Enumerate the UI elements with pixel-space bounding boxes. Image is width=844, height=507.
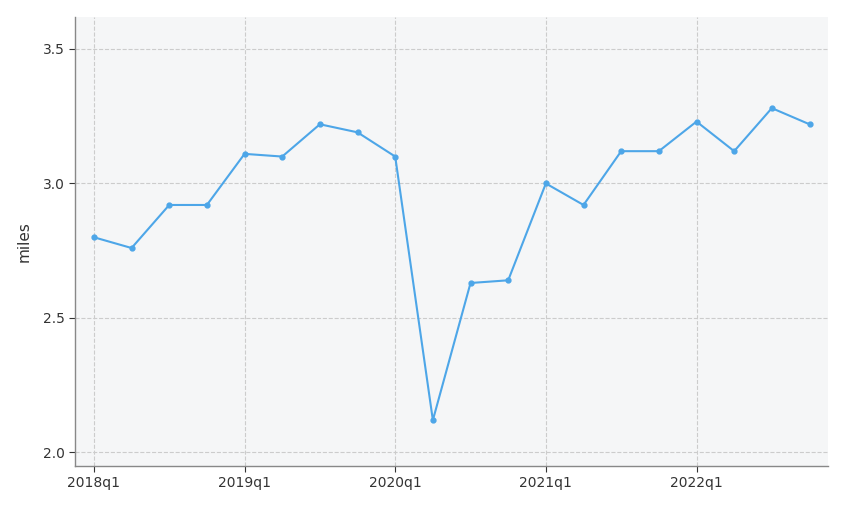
Y-axis label: miles: miles [17, 221, 31, 262]
